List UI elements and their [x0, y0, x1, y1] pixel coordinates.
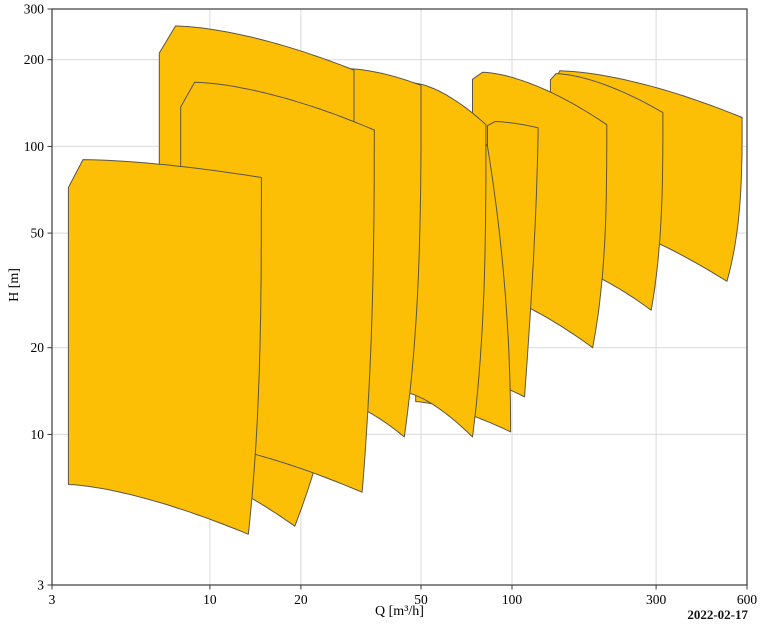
x-tick-label-50: 50 — [414, 592, 428, 607]
pump-envelopes — [67, 25, 743, 535]
y-axis-title: H [m] — [7, 268, 22, 302]
y-tick-label-100: 100 — [24, 139, 45, 154]
envelope-5[interactable] — [403, 82, 487, 438]
x-tick-label-100: 100 — [502, 592, 523, 607]
y-tick-label-20: 20 — [31, 340, 45, 355]
date-label: 2022-02-17 — [687, 607, 748, 622]
x-tick-label-20: 20 — [294, 592, 308, 607]
x-tick-label-300: 300 — [646, 592, 667, 607]
y-tick-label-3: 3 — [37, 578, 44, 593]
envelope-1[interactable] — [67, 159, 262, 535]
x-tick-label-600: 600 — [737, 592, 758, 607]
y-tick-label-200: 200 — [24, 52, 45, 67]
x-tick-label-10: 10 — [203, 592, 217, 607]
x-tick-label-3: 3 — [49, 592, 56, 607]
plot-border — [51, 8, 748, 586]
y-tick-label-300: 300 — [24, 2, 45, 17]
y-tick-label-10: 10 — [31, 427, 45, 442]
x-axis-title: Q [m³/h] — [375, 604, 424, 619]
y-tick-label-50: 50 — [31, 226, 45, 241]
